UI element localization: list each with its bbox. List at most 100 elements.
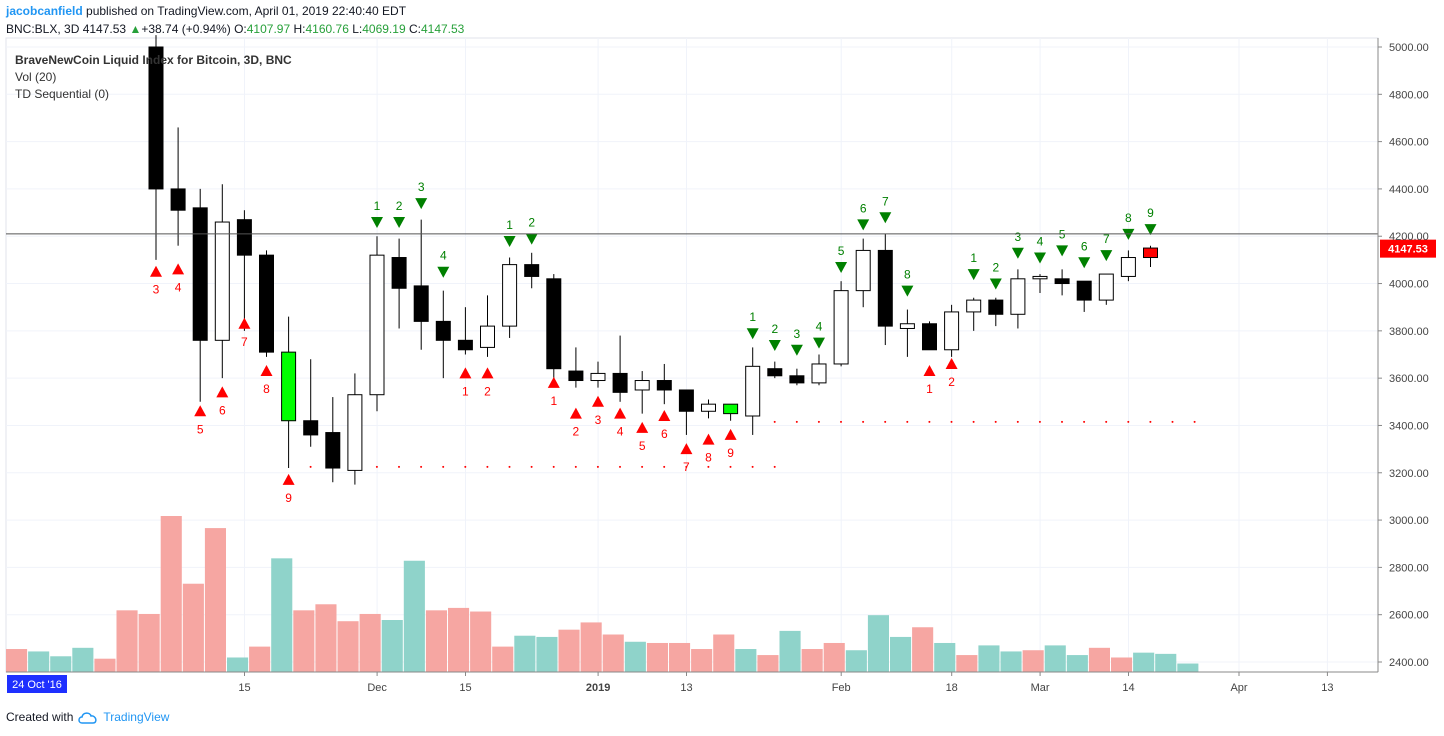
td-sell-count: 6 [1081, 239, 1088, 253]
candle-body [170, 188, 186, 211]
candle-body [855, 249, 871, 292]
td-buy-count: 4 [175, 280, 182, 294]
low-value: 4069.19 [362, 22, 406, 36]
candle-body [767, 368, 783, 377]
time-tick-label: 15 [238, 682, 250, 694]
td-sell-count: 3 [418, 180, 425, 194]
td-sell-count: 3 [1015, 230, 1022, 244]
support-dot [486, 465, 489, 468]
candle-body [590, 372, 606, 382]
td-buy-count: 7 [241, 335, 248, 349]
close-label: C: [408, 22, 421, 36]
td-sell-arrow [393, 217, 406, 229]
volume-bar [1133, 652, 1155, 672]
support-dot [707, 465, 710, 468]
volume-bar [867, 615, 889, 672]
volume-bar [94, 658, 116, 672]
candle-body [303, 420, 319, 436]
volume-bar [293, 610, 315, 672]
symbol-label: BNC:BLX, 3D [6, 22, 80, 36]
volume-bar [403, 560, 425, 672]
candle-body [148, 46, 164, 190]
price-tick-label: 5000.00 [1389, 42, 1429, 54]
td-support-lines [309, 420, 1196, 468]
td-indicator-label[interactable]: TD Sequential (0) [15, 87, 110, 101]
time-axis[interactable]: 15Dec15201913Feb18Mar14Apr13May24 Oct '1… [6, 671, 1444, 694]
td-sell-arrow [879, 212, 892, 224]
td-sell-count: 3 [794, 327, 801, 341]
open-label: O: [234, 22, 247, 36]
volume-bar [50, 656, 72, 672]
td-sell-count: 2 [528, 216, 535, 230]
volume-bar [1066, 655, 1088, 672]
candle-body [502, 264, 518, 327]
td-buy-arrow [238, 317, 251, 329]
volume-bar [271, 558, 293, 672]
price-axis[interactable]: 2400.00 2600.00 2800.00 3000.00 3200.00 3400.… [1377, 38, 1429, 672]
price-tick-label: 4400.00 [1389, 184, 1429, 196]
time-tick-label: Mar [1031, 682, 1050, 694]
td-buy-count: 1 [550, 394, 557, 408]
volume-bar [669, 642, 691, 672]
volume-bar [845, 650, 867, 672]
support-dot [641, 465, 644, 468]
tradingview-link[interactable]: TradingView [103, 710, 170, 724]
volume-bar [160, 516, 182, 672]
volume-bar [204, 528, 226, 672]
candle-body [988, 299, 1004, 315]
support-dot [1016, 420, 1019, 423]
time-tick-label: Feb [832, 682, 851, 694]
td-buy-count: 5 [197, 422, 204, 436]
td-sell-count: 5 [1059, 227, 1066, 241]
volume-bar [558, 629, 580, 672]
volume-bar [1111, 657, 1133, 672]
td-buy-arrow [636, 421, 649, 433]
candle-body [877, 249, 893, 327]
author-link[interactable]: jacobcanfield [6, 4, 83, 18]
volume-bar [735, 649, 757, 672]
last-price: 4147.53 [82, 22, 127, 36]
volume-bar [337, 621, 359, 672]
series-title[interactable]: BraveNewCoin Liquid Index for Bitcoin, 3… [15, 53, 292, 67]
price-tick-label: 4800.00 [1389, 89, 1429, 101]
candle-body [413, 285, 429, 322]
td-sell-count: 2 [771, 322, 778, 336]
created-with-text: Created with [6, 710, 74, 724]
support-dot [884, 420, 887, 423]
support-dot [1171, 420, 1174, 423]
candle-body [701, 403, 716, 412]
td-buy-arrow [724, 428, 737, 440]
td-buy-count: 9 [285, 491, 292, 505]
publish-info: jacobcanfield published on TradingView.c… [6, 3, 406, 20]
volume-bars [6, 516, 1199, 672]
td-buy-arrow [614, 407, 627, 419]
td-buy-count: 4 [617, 425, 624, 439]
support-dot [906, 420, 909, 423]
td-sequential-markers: 3 4 5 6 7 8 9 1 2 3 4 1 2 1 2 1 2 3 4 5 6 7 8 9 1 2 3 4 5 6 7 8 1 2 1 2 3 4 5 6… [150, 180, 1157, 505]
time-tick-label: 13 [1321, 682, 1333, 694]
candle-body [546, 278, 562, 370]
candle-body [480, 325, 495, 348]
current-price-tag [1380, 239, 1436, 258]
td-buy-count: 9 [727, 446, 734, 460]
td-sell-arrow [437, 266, 450, 278]
td-sell-count: 4 [1037, 235, 1044, 249]
volume-bar [978, 645, 1000, 672]
candle-body [214, 221, 230, 341]
td-buy-count: 2 [573, 425, 580, 439]
support-dot [1038, 420, 1041, 423]
td-buy-arrow [216, 386, 229, 398]
candle-body [612, 372, 628, 393]
support-dot [1105, 420, 1108, 423]
volume-bar [448, 607, 470, 672]
volume-indicator-label[interactable]: Vol (20) [15, 70, 57, 84]
td-sell-arrow [901, 285, 914, 297]
td-sell-count: 6 [860, 201, 867, 215]
volume-bar [182, 583, 204, 672]
volume-bar [823, 642, 845, 672]
time-tick-label: 15 [459, 682, 471, 694]
volume-bar [227, 657, 249, 672]
td-buy-arrow [459, 367, 472, 379]
td-sell-arrow [525, 233, 538, 245]
